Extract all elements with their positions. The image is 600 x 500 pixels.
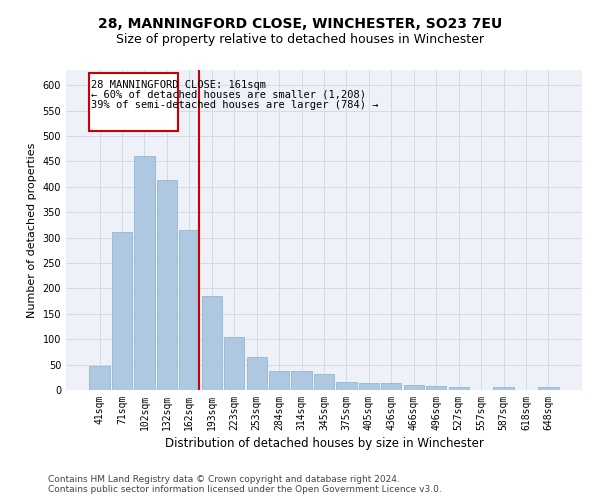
Bar [314,374,334,390]
Bar [359,384,379,390]
Bar [269,370,289,390]
Text: 39% of semi-detached houses are larger (784) →: 39% of semi-detached houses are larger (… [91,100,379,110]
Text: 28, MANNINGFORD CLOSE, WINCHESTER, SO23 7EU: 28, MANNINGFORD CLOSE, WINCHESTER, SO23 … [98,18,502,32]
Bar [89,72,178,131]
Text: ← 60% of detached houses are smaller (1,208): ← 60% of detached houses are smaller (1,… [91,90,366,100]
Bar [224,337,244,390]
Bar [337,382,356,390]
Bar [426,386,446,390]
Bar [538,388,559,390]
Bar [134,156,155,390]
Bar [404,385,424,390]
Text: Contains HM Land Registry data © Crown copyright and database right 2024.: Contains HM Land Registry data © Crown c… [48,475,400,484]
Bar [202,296,222,390]
Bar [89,366,110,390]
Bar [292,370,311,390]
Text: Contains public sector information licensed under the Open Government Licence v3: Contains public sector information licen… [48,485,442,494]
Bar [157,180,177,390]
Bar [493,388,514,390]
Bar [449,388,469,390]
Y-axis label: Number of detached properties: Number of detached properties [27,142,37,318]
Bar [381,384,401,390]
Bar [112,232,132,390]
Bar [247,357,267,390]
Text: Size of property relative to detached houses in Winchester: Size of property relative to detached ho… [116,32,484,46]
Text: 28 MANNINGFORD CLOSE: 161sqm: 28 MANNINGFORD CLOSE: 161sqm [91,80,266,90]
Bar [179,230,199,390]
X-axis label: Distribution of detached houses by size in Winchester: Distribution of detached houses by size … [164,437,484,450]
